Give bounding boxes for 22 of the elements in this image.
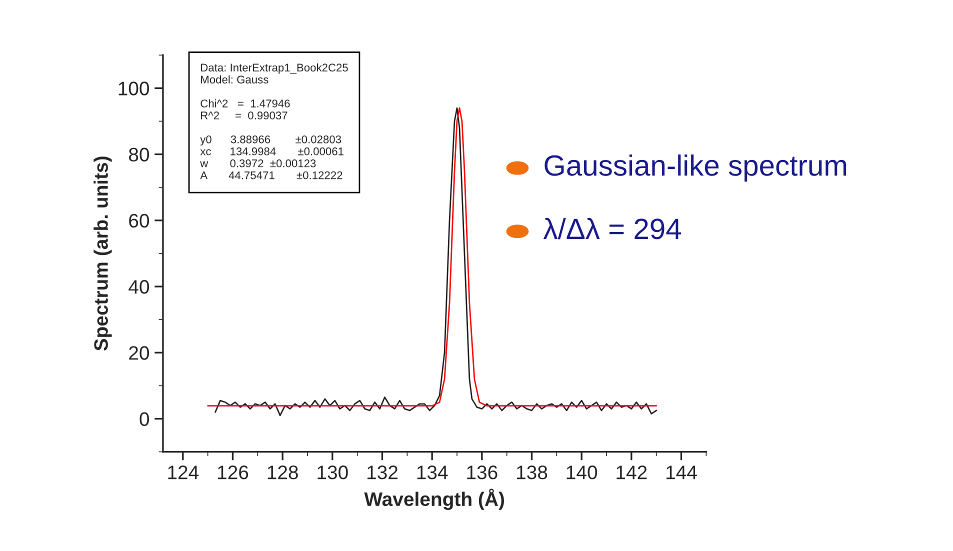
x-tick-label: 140 — [566, 466, 598, 480]
x-tick-label: 142 — [616, 466, 647, 480]
x-tick-label: 130 — [318, 466, 348, 480]
y-tick-label: 20 — [129, 346, 150, 360]
x-tick-label: 144 — [666, 466, 697, 480]
annotation: Gaussian-like spectrum — [544, 154, 846, 182]
y-axis-title: Spectrum (arb. units) — [94, 156, 112, 351]
x-axis-title: Wavelength (Å) — [364, 488, 504, 510]
y-tick-label: 100 — [118, 82, 150, 96]
y-tick-label: 0 — [140, 412, 150, 426]
x-tick-label: 136 — [467, 466, 498, 480]
x-tick-label: 128 — [268, 466, 298, 480]
y-tick-label: 80 — [128, 148, 150, 162]
text: Data: InterExtrap1_Book2C25 Model: Gauss Chi^2 = 1.47946 R^2 = 0.99037 y0 3.88966 ±0.02803 xc 134.9984 ±0.00061 w 0.3972 ±0.00123 A 44.75471 ±0.12222 — [200, 63, 348, 180]
x-tick-label: 126 — [218, 466, 248, 480]
y-tick-label: 40 — [128, 280, 150, 294]
x-tick-label: 124 — [168, 466, 199, 480]
x-tick-label: 138 — [517, 466, 548, 480]
annotation: λ/Δλ = 294 — [543, 218, 682, 240]
y-tick-label: 60 — [129, 214, 150, 228]
x-tick-label: 132 — [368, 466, 398, 480]
x-tick-label: 134 — [417, 466, 448, 480]
